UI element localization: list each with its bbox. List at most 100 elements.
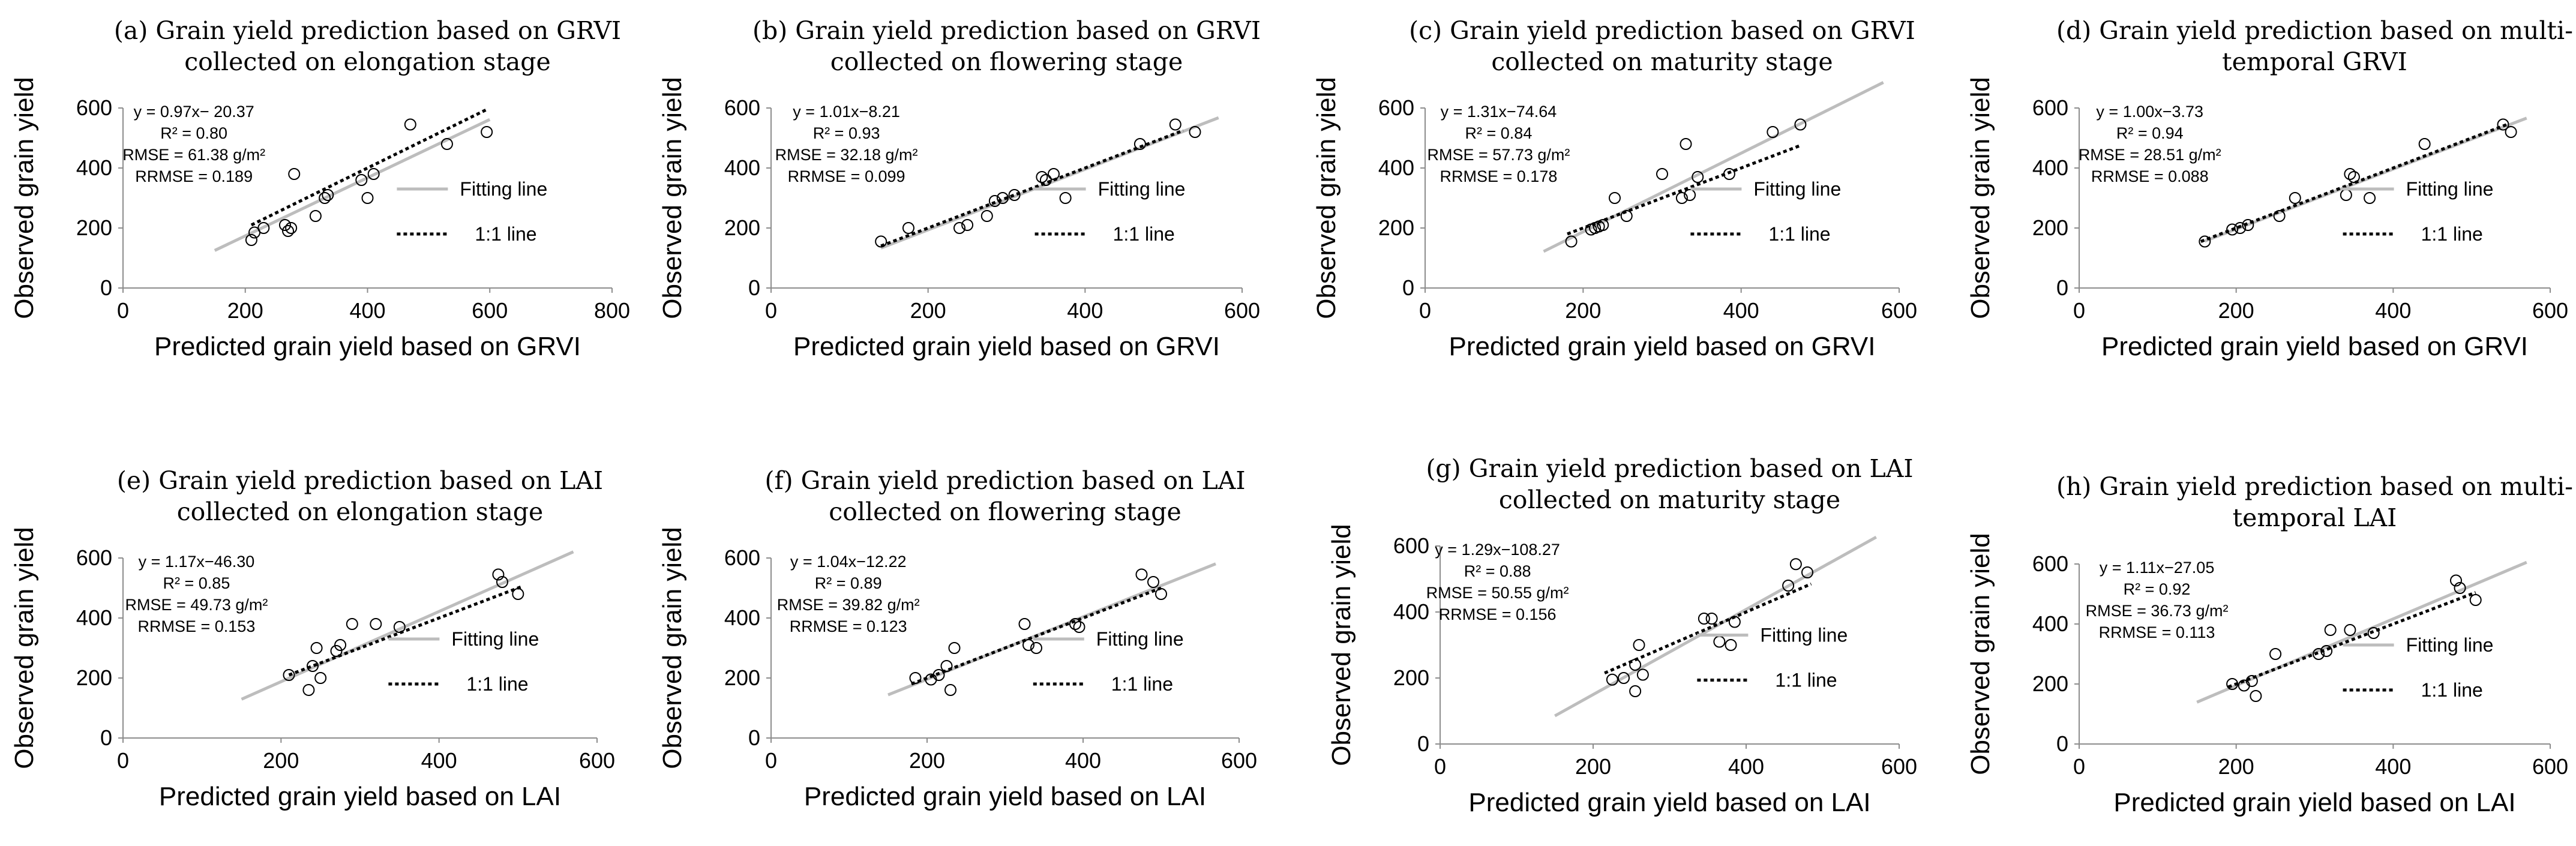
- panel-h: (h) Grain yield prediction based on mult…: [1966, 472, 2573, 817]
- y-tick-label: 600: [724, 545, 760, 570]
- x-tick-label: 200: [2218, 298, 2254, 323]
- data-point: [2320, 645, 2333, 657]
- stats-line: y = 1.01x−8.21: [793, 103, 900, 121]
- stats-line: R² = 0.84: [1465, 124, 1533, 142]
- y-tick-label: 0: [1417, 731, 1429, 756]
- data-point: [2450, 574, 2462, 587]
- data-point: [1725, 639, 1737, 651]
- panel-title-line: (g) Grain yield prediction based on LAI: [1426, 454, 1913, 483]
- x-tick-label: 200: [263, 748, 299, 773]
- data-point: [1133, 138, 1146, 150]
- data-point: [1680, 138, 1692, 150]
- data-point: [2340, 189, 2352, 201]
- data-point: [285, 222, 298, 234]
- x-axis-label: Predicted grain yield based on GRVI: [154, 332, 581, 361]
- legend-one-to-one-label: 1:1 line: [1111, 673, 1173, 695]
- legend-one-to-one-label: 1:1 line: [2421, 679, 2483, 701]
- stats-line: R² = 0.85: [163, 574, 230, 592]
- stats-line: y = 1.00x−3.73: [2096, 103, 2203, 121]
- x-axis-label: Predicted grain yield based on LAI: [159, 782, 561, 811]
- x-tick-label: 400: [1728, 754, 1764, 779]
- one-to-one-line: [2227, 591, 2476, 689]
- legend-fitting-label: Fitting line: [2406, 178, 2494, 200]
- data-point: [2418, 138, 2431, 150]
- panel-title-line: collected on flowering stage: [830, 47, 1183, 76]
- data-point: [2344, 168, 2356, 180]
- data-point: [1692, 171, 1704, 183]
- y-tick-label: 600: [2032, 551, 2068, 576]
- data-point: [512, 588, 524, 600]
- data-point: [2242, 219, 2254, 231]
- data-point: [288, 168, 301, 180]
- data-point: [2324, 624, 2337, 636]
- y-axis-label: Observed grain yield: [658, 77, 687, 319]
- data-point: [1656, 168, 1668, 180]
- stats-line: RMSE = 50.55 g/m²: [1426, 584, 1569, 602]
- panel-title-line: (d) Grain yield prediction based on mult…: [2056, 16, 2573, 45]
- panel-e: (e) Grain yield prediction based on LAIc…: [10, 466, 615, 811]
- x-tick-label: 600: [1221, 748, 1257, 773]
- y-axis-label: Observed grain yield: [10, 77, 39, 319]
- data-point: [2313, 648, 2325, 660]
- data-point: [1794, 118, 1807, 131]
- x-tick-label: 800: [594, 298, 630, 323]
- panel-title-line: collected on flowering stage: [829, 497, 1181, 526]
- legend-one-to-one-label: 1:1 line: [1113, 223, 1175, 245]
- y-tick-label: 200: [1393, 665, 1429, 690]
- one-to-one-line: [1567, 144, 1801, 236]
- y-tick-label: 600: [76, 545, 112, 570]
- panel-d: (d) Grain yield prediction based on mult…: [1966, 16, 2573, 361]
- x-axis-label: Predicted grain yield based on LAI: [2113, 788, 2515, 817]
- stats-line: RRMSE = 0.099: [788, 167, 905, 185]
- data-point: [1705, 613, 1718, 625]
- data-point: [322, 189, 334, 201]
- data-point: [2250, 690, 2262, 702]
- y-tick-label: 600: [1378, 95, 1414, 120]
- data-point: [2469, 594, 2482, 606]
- y-tick-label: 600: [2032, 95, 2068, 120]
- legend-fitting-label: Fitting line: [460, 178, 547, 200]
- data-point: [283, 669, 295, 681]
- fitting-line: [241, 550, 574, 701]
- x-tick-label: 200: [1565, 298, 1601, 323]
- data-point: [370, 618, 382, 630]
- data-point: [307, 660, 319, 672]
- x-tick-label: 400: [1723, 298, 1759, 323]
- y-tick-label: 200: [724, 665, 760, 690]
- legend-one-to-one-label: 1:1 line: [2421, 223, 2483, 245]
- y-tick-label: 400: [76, 155, 112, 180]
- panel-f: (f) Grain yield prediction based on LAIc…: [658, 466, 1257, 811]
- data-point: [1048, 168, 1060, 180]
- y-tick-label: 0: [748, 275, 760, 300]
- stats-line: R² = 0.92: [2124, 580, 2191, 598]
- data-point: [2454, 582, 2466, 594]
- data-point: [1629, 659, 1642, 671]
- data-point: [2226, 223, 2239, 236]
- panel-title-line: collected on maturity stage: [1491, 47, 1833, 76]
- data-point: [1675, 192, 1688, 204]
- data-point: [393, 621, 406, 633]
- x-axis-label: Predicted grain yield based on GRVI: [793, 332, 1220, 361]
- x-tick-label: 0: [2073, 298, 2085, 323]
- stats-line: R² = 0.93: [813, 124, 880, 142]
- data-point: [1767, 126, 1779, 138]
- panel-title-line: (a) Grain yield prediction based on GRVI: [114, 16, 621, 45]
- data-point: [2273, 210, 2286, 222]
- stats-line: R² = 0.88: [1464, 562, 1531, 580]
- data-point: [1723, 168, 1735, 180]
- x-tick-label: 200: [2218, 754, 2254, 779]
- data-point: [1069, 618, 1081, 630]
- panel-b: (b) Grain yield prediction based on GRVI…: [658, 16, 1261, 361]
- legend-one-to-one-label: 1:1 line: [466, 673, 528, 695]
- data-point: [355, 174, 368, 186]
- data-point: [1036, 171, 1048, 183]
- data-point: [1189, 126, 1201, 138]
- x-tick-label: 0: [117, 298, 129, 323]
- x-tick-label: 600: [1881, 298, 1917, 323]
- y-tick-label: 0: [100, 275, 112, 300]
- stats-line: RMSE = 28.51 g/m²: [2079, 146, 2221, 164]
- data-point: [1606, 673, 1618, 686]
- data-point: [1022, 639, 1034, 651]
- data-point: [1633, 639, 1645, 651]
